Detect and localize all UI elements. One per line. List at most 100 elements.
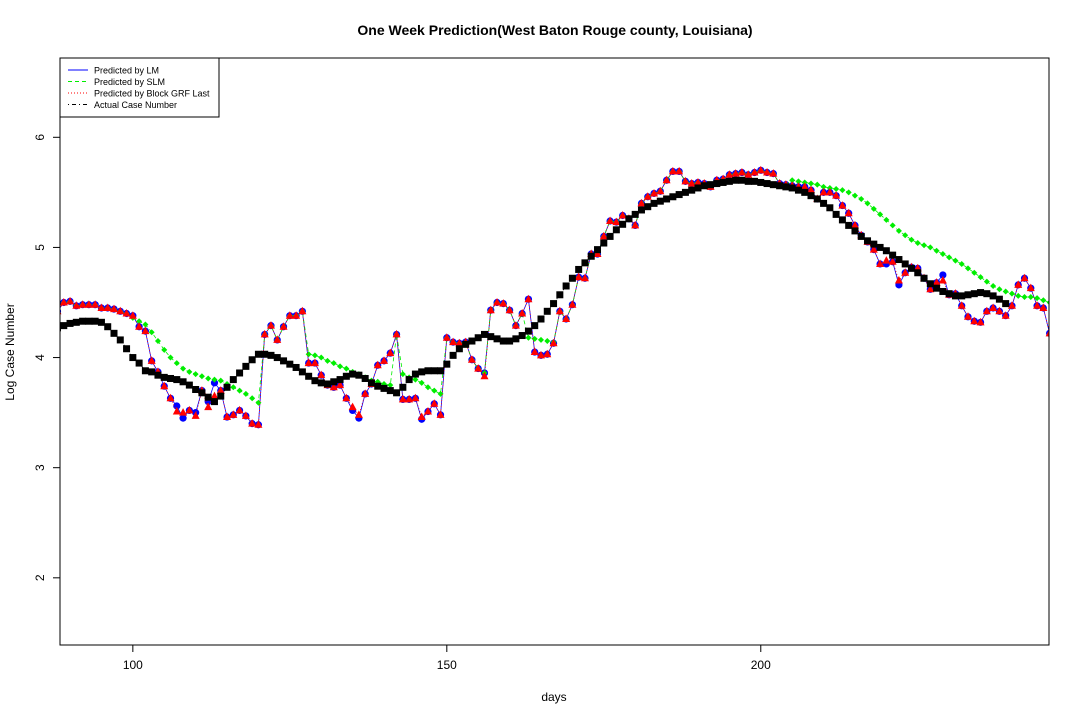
point [186,368,193,375]
point [958,292,966,300]
point [619,220,627,228]
point [248,356,256,364]
point [908,236,915,243]
point [354,410,363,418]
point [606,232,614,240]
point [524,327,532,335]
legend-label: Predicted by SLM [94,77,165,87]
point [844,208,853,217]
point [392,329,401,338]
point [405,394,414,403]
point [499,299,508,307]
point [191,411,200,419]
point [851,192,858,199]
point [675,166,684,175]
point [631,210,639,218]
point [963,312,972,320]
point [556,291,564,299]
point [568,274,576,282]
point [235,405,244,414]
point [750,168,759,176]
point [449,351,457,359]
point [996,286,1003,293]
point [543,349,552,358]
point [210,379,219,387]
point [933,284,941,292]
point [342,393,351,402]
point [399,383,407,391]
point [480,371,489,380]
point [499,337,507,345]
point [945,290,953,298]
series [60,176,1010,406]
point [889,251,897,259]
point [612,217,621,226]
point [808,180,815,187]
point [66,296,75,305]
point [273,335,282,343]
point [468,337,476,345]
point [995,295,1003,303]
point [216,386,225,394]
point [148,368,156,376]
point [650,188,659,197]
point [938,275,947,284]
point [819,187,828,196]
point [612,226,620,234]
point [625,215,633,223]
x-axis-label: days [541,690,566,704]
point [580,273,589,282]
point [989,292,997,300]
point [1027,293,1034,300]
point [656,186,665,195]
point [116,306,125,315]
point [599,231,608,240]
point [707,181,715,189]
point [462,340,470,348]
point [436,410,445,418]
point [750,177,758,185]
point [807,185,816,194]
point [405,376,413,384]
point [154,338,161,345]
point [141,326,150,335]
point [813,195,821,203]
point [91,300,100,308]
point [442,333,451,341]
point [776,182,784,190]
point [424,384,431,391]
point [318,354,325,361]
point [136,318,143,325]
point [1039,303,1048,311]
point [1015,292,1022,299]
point [926,280,934,288]
point [110,329,118,337]
point [487,333,495,341]
point [1046,300,1049,305]
point [185,381,193,389]
point [1002,300,1010,308]
point [769,169,778,177]
point [205,375,212,382]
point [72,318,80,326]
point [669,193,677,201]
point [574,272,583,281]
point [97,318,105,326]
point [757,178,765,186]
point [361,389,370,397]
point [310,358,319,367]
point [763,168,772,176]
point [536,350,545,359]
point [939,287,947,295]
point [882,256,891,264]
y-tick-label: 3 [33,464,47,471]
y-tick-label: 6 [33,134,47,141]
point [411,393,420,402]
point [983,278,990,285]
point [160,373,168,381]
point [317,379,325,387]
point [455,345,463,353]
point [217,377,224,384]
legend-label: Actual Case Number [94,100,177,110]
point [355,371,363,379]
